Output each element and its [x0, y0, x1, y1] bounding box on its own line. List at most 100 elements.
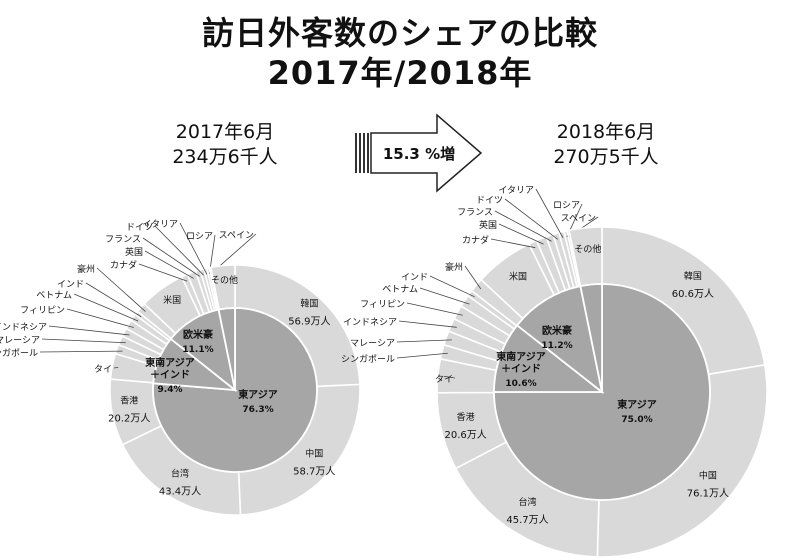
right-period: 2018年6月 270万5千人 [496, 120, 716, 170]
right-outer-label-14: 英国 [479, 219, 497, 231]
left-outer-label-0: 韓国 [300, 298, 318, 309]
right-inner-share-2: 11.2% [541, 341, 572, 351]
left-inner-share-1: 9.4% [158, 385, 183, 395]
right-outer-label-8: フィリピン [360, 299, 405, 310]
left-outer-label-14: 英国 [125, 246, 143, 258]
right-leader-11 [464, 265, 482, 290]
right-outer-label-6: マレーシア [350, 339, 395, 349]
left-leader-17 [179, 222, 208, 275]
right-inner-slice-2 [515, 285, 604, 395]
right-outer-label-17: イタリア [498, 185, 534, 196]
left-leader-14 [144, 250, 194, 279]
left-inner-share-2: 11.1% [182, 345, 213, 355]
left-outer-amount-2: 43.4万人 [159, 485, 201, 497]
right-outer-label-5: シンガポール [341, 354, 395, 365]
right-outer-label-4: タイ [435, 374, 453, 385]
left-outer-label-6: マレーシア [0, 336, 40, 346]
left-leader-10 [85, 282, 142, 318]
right-outer-label-12: 米国 [509, 270, 527, 282]
right-outer-label-16: ドイツ [476, 196, 503, 206]
left-outer-amount-0: 56.9万人 [288, 315, 330, 327]
left-inner-slice-3 [217, 307, 236, 391]
right-inner-share-1: 10.6% [505, 379, 536, 389]
right-outer-label-20: その他 [574, 243, 601, 255]
left-inner-label-0-0: 東アジア [238, 388, 278, 401]
right-outer-amount-0: 60.6万人 [672, 288, 714, 300]
right-inner-slice-1 [493, 324, 605, 393]
left-outer-label-19: スペイン [219, 231, 254, 241]
arrow-stripes [355, 133, 369, 173]
right-leader-17 [535, 188, 564, 239]
right-outer-label-0: 韓国 [684, 271, 702, 282]
left-leader-5 [39, 350, 123, 353]
right-leader-4 [443, 375, 456, 379]
left-leader-11 [96, 267, 146, 312]
right-leader-16 [504, 198, 558, 240]
right-outer-label-11: 豪州 [445, 261, 463, 273]
left-leader-16 [154, 225, 204, 276]
left-outer-label-5: シンガポール [0, 348, 38, 359]
right-outer-label-2: 台湾 [519, 496, 537, 508]
right-leader-13 [490, 238, 536, 249]
left-outer-label-7: インドネシア [0, 322, 47, 333]
right-leader-6 [396, 339, 452, 343]
right-leader-10 [429, 275, 475, 298]
left-inner-slice-0 [152, 307, 318, 473]
left-outer-label-2: 台湾 [171, 467, 189, 479]
left-period: 2017年6月 234万6千人 [115, 120, 335, 170]
page-subtitle: 2017年/2018年 [267, 54, 533, 92]
left-outer-label-20: その他 [211, 274, 238, 286]
left-leader-15 [142, 237, 200, 277]
right-leader-9 [419, 287, 470, 305]
right-outer-amount-2: 45.7万人 [506, 514, 548, 526]
right-inner-label-1-1: ＋インド [501, 363, 541, 375]
right-outer-label-13: カナダ [462, 234, 489, 246]
right-outer-label-7: インドネシア [343, 317, 397, 328]
left-outer-label-17: イタリア [142, 219, 178, 230]
right-outer-label-15: フランス [457, 207, 493, 218]
left-outer-label-12: 米国 [163, 294, 181, 306]
left-leader-8 [66, 308, 134, 328]
left-outer-label-8: フィリピン [20, 305, 65, 316]
left-total: 234万6千人 [172, 146, 278, 168]
left-inner-label-1-1: ＋インド [150, 369, 190, 381]
right-leader-14 [498, 223, 544, 245]
right-leader-5 [396, 352, 448, 359]
left-outer-label-13: カナダ [110, 259, 137, 271]
right-leader-8 [406, 302, 463, 316]
left-outer-label-18: ロシア [186, 232, 213, 242]
right-inner-label-1-0: 東南アジア [496, 350, 546, 363]
right-outer-amount-3: 20.6万人 [445, 429, 487, 441]
right-inner-label-2-0: 欧米豪 [542, 324, 572, 337]
left-month: 2017年6月 [175, 121, 275, 143]
left-outer-amount-3: 20.2万人 [108, 412, 150, 424]
right-inner-label-0-0: 東アジア [617, 398, 657, 411]
right-outer-label-9: ベトナム [382, 284, 418, 295]
right-inner-slice-3 [579, 283, 603, 393]
left-outer-label-3: 香港 [120, 394, 138, 406]
right-leader-7 [398, 320, 457, 328]
left-outer-label-16: ドイツ [126, 223, 153, 233]
growth-arrow: 15.3 %増 [355, 113, 483, 193]
left-inner-label-2-0: 欧米豪 [183, 328, 213, 341]
right-outer-label-18: ロシア [553, 201, 580, 211]
left-leader-6 [41, 338, 126, 344]
arrow-label: 15.3 %増 [383, 145, 455, 163]
right-outer-amount-1: 76.1万人 [687, 487, 729, 499]
left-leader-7 [48, 325, 130, 336]
right-inner-slice-0 [493, 283, 711, 501]
left-outer-label-11: 豪州 [77, 263, 95, 275]
page-title: 訪日外客数のシェアの比較 [201, 14, 598, 52]
left-outer-label-9: ベトナム [36, 290, 72, 301]
arrow-body [370, 113, 483, 193]
left-inner-label-1-0: 東南アジア [145, 356, 195, 369]
left-outer-label-15: フランス [105, 234, 141, 245]
right-outer-label-19: スペイン [561, 214, 596, 224]
right-outer-label-10: インド [401, 273, 428, 283]
right-outer-label-1: 中国 [699, 469, 717, 481]
right-inner-share-0: 75.0% [621, 415, 652, 425]
left-inner-share-0: 76.3% [242, 405, 273, 415]
right-leader-15 [494, 210, 552, 242]
left-outer-label-1: 中国 [305, 448, 323, 460]
left-leader-9 [73, 293, 139, 322]
